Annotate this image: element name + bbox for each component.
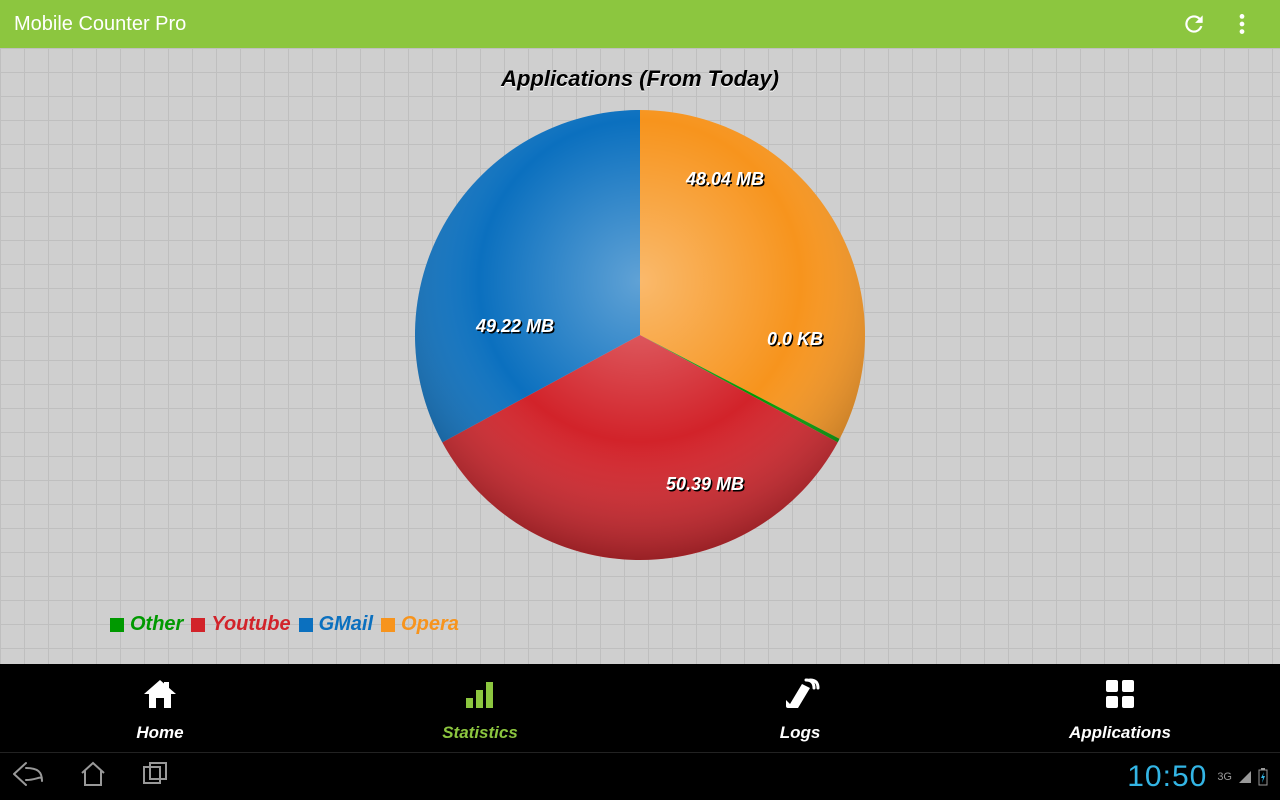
slice-label-other: 0.0 KB bbox=[767, 329, 823, 349]
battery-charging-icon bbox=[1258, 768, 1268, 786]
applications-icon bbox=[1100, 674, 1140, 719]
legend-label: GMail bbox=[319, 613, 373, 636]
legend-swatch bbox=[299, 618, 313, 632]
tab-label: Logs bbox=[780, 723, 821, 743]
tab-label: Statistics bbox=[442, 723, 518, 743]
tab-label: Applications bbox=[1069, 723, 1171, 743]
chart-title: Applications (From Today) bbox=[0, 66, 1280, 92]
legend-label: Other bbox=[130, 613, 183, 636]
network-type-label: 3G bbox=[1217, 771, 1232, 783]
logs-icon bbox=[780, 674, 820, 719]
tab-bar: Home Statistics Logs Applications bbox=[0, 664, 1280, 752]
status-clock: 10:50 bbox=[1127, 760, 1207, 794]
tab-home[interactable]: Home bbox=[0, 664, 320, 752]
refresh-icon bbox=[1181, 11, 1207, 37]
statistics-icon bbox=[460, 674, 500, 719]
tab-applications[interactable]: Applications bbox=[960, 664, 1280, 752]
slice-label-opera: 48.04 MB bbox=[685, 169, 764, 189]
home-outline-icon bbox=[78, 759, 108, 789]
legend-swatch bbox=[381, 618, 395, 632]
legend-item-other[interactable]: Other bbox=[110, 613, 183, 636]
slice-label-youtube: 50.39 MB bbox=[666, 474, 744, 494]
recents-icon bbox=[140, 759, 170, 789]
legend-swatch bbox=[191, 618, 205, 632]
back-icon bbox=[12, 759, 46, 789]
home-icon bbox=[140, 674, 180, 719]
legend-label: Opera bbox=[401, 613, 459, 636]
legend-item-opera[interactable]: Opera bbox=[381, 613, 459, 636]
status-icons: 3G bbox=[1217, 768, 1268, 786]
legend-swatch bbox=[110, 618, 124, 632]
tab-label: Home bbox=[136, 723, 183, 743]
home-button[interactable] bbox=[78, 759, 108, 794]
legend-item-youtube[interactable]: Youtube bbox=[191, 613, 290, 636]
action-bar: Mobile Counter Pro bbox=[0, 0, 1280, 48]
signal-icon bbox=[1238, 770, 1252, 784]
legend-label: Youtube bbox=[211, 613, 290, 636]
slice-label-gmail: 49.22 MB bbox=[475, 316, 554, 336]
chart-area: Applications (From Today) 48.04 MB48.04 … bbox=[0, 48, 1280, 664]
back-button[interactable] bbox=[12, 759, 46, 794]
overflow-menu-button[interactable] bbox=[1218, 0, 1266, 48]
app-title: Mobile Counter Pro bbox=[14, 13, 1170, 36]
refresh-button[interactable] bbox=[1170, 0, 1218, 48]
legend-item-gmail[interactable]: GMail bbox=[299, 613, 373, 636]
legend: Other Youtube GMail Opera bbox=[110, 613, 459, 636]
more-vert-icon bbox=[1229, 11, 1255, 37]
system-navigation-bar: 10:50 3G bbox=[0, 752, 1280, 800]
tab-logs[interactable]: Logs bbox=[640, 664, 960, 752]
tab-statistics[interactable]: Statistics bbox=[320, 664, 640, 752]
recents-button[interactable] bbox=[140, 759, 170, 794]
pie-chart: 48.04 MB48.04 MB0.0 KB0.0 KB50.39 MB50.3… bbox=[405, 100, 875, 570]
